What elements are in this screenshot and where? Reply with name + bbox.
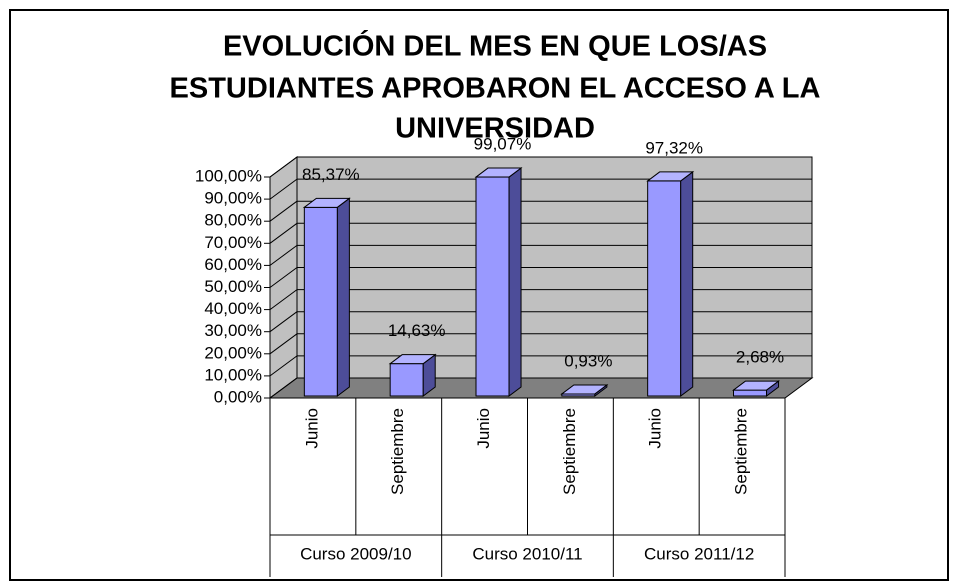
data-label: 85,37% <box>302 165 360 184</box>
y-tick-label: 40,00% <box>204 299 262 318</box>
grid-line <box>269 222 298 244</box>
data-label: 97,32% <box>645 138 703 157</box>
data-label: 2,68% <box>736 348 784 367</box>
y-tick-label: 70,00% <box>204 233 262 252</box>
bar-top <box>732 380 781 391</box>
y-tick-label: 100,00% <box>195 166 262 185</box>
chart-title: EVOLUCIÓN DEL MES EN QUE LOS/AS <box>223 29 767 63</box>
x-tick-label: Septiembre <box>388 408 407 495</box>
bar-front <box>475 176 510 397</box>
y-tick-label: 80,00% <box>204 211 262 230</box>
bar-front <box>647 180 682 397</box>
grid-line <box>269 289 298 311</box>
bar-front <box>733 389 768 397</box>
chart-title: UNIVERSIDAD <box>395 113 595 145</box>
bar-top <box>302 197 351 208</box>
bar-top <box>388 354 437 365</box>
group-label: Curso 2011/12 <box>644 544 754 563</box>
y-tick-label: 60,00% <box>204 255 262 274</box>
bar-top <box>560 384 609 395</box>
bar-side <box>336 197 350 397</box>
y-tick-label: 90,00% <box>204 189 262 208</box>
floor <box>268 377 814 399</box>
group-label: Curso 2010/11 <box>472 544 582 563</box>
grid-line <box>269 333 298 355</box>
data-label: 14,63% <box>388 321 446 340</box>
data-label: 0,93% <box>564 351 612 370</box>
x-tick-label: Junio <box>302 408 321 449</box>
bar-front <box>389 363 424 397</box>
chart-title: ESTUDIANTES APROBARON EL ACCESO A LA <box>170 73 821 105</box>
y-tick-label: 10,00% <box>204 365 262 384</box>
grid-line <box>269 178 298 200</box>
bar-top <box>474 167 523 178</box>
grid-line <box>269 156 298 178</box>
grid-line <box>269 244 298 266</box>
x-tick-label: Junio <box>474 408 493 449</box>
bar-front <box>303 206 338 397</box>
grid-line <box>269 200 298 222</box>
x-tick-label: Septiembre <box>560 408 579 495</box>
y-tick-label: 50,00% <box>204 277 262 296</box>
y-tick-label: 20,00% <box>204 343 262 362</box>
grid-line <box>269 355 298 377</box>
y-tick-label: 30,00% <box>204 321 262 340</box>
x-tick-label: Septiembre <box>732 408 751 495</box>
grid-line <box>269 267 298 288</box>
y-tick-label: 0,00% <box>214 387 262 406</box>
bar-side <box>680 170 694 397</box>
bar-top <box>646 171 695 182</box>
data-label: 99,07% <box>474 135 532 154</box>
group-label: Curso 2009/10 <box>300 544 412 563</box>
x-tick-label: Junio <box>646 408 665 449</box>
grid-line <box>269 377 298 399</box>
bar-side <box>508 167 522 397</box>
grid-line <box>269 311 298 333</box>
